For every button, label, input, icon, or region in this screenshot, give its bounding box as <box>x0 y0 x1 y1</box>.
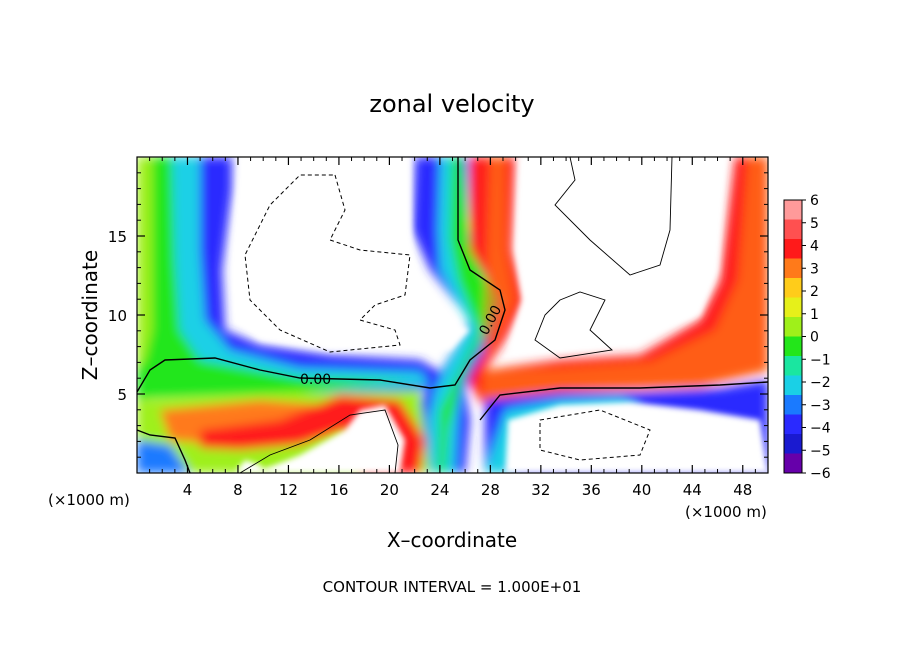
x-tick-label: 36 <box>582 481 601 499</box>
colorbar-tick-label: −1 <box>810 352 831 368</box>
x-tick-label: 32 <box>531 481 550 499</box>
colorbar-swatch <box>784 395 802 415</box>
colorbar-tick-label: 1 <box>810 307 819 323</box>
colorbar-swatch <box>784 317 802 337</box>
x-tick-label: 20 <box>380 481 399 499</box>
velocity-field <box>137 157 768 473</box>
contour-interval-footer: CONTOUR INTERVAL = 1.000E+01 <box>323 578 582 596</box>
y-axis-label: Z–coordinate <box>78 250 102 380</box>
colorbar-swatch <box>784 453 802 474</box>
colorbar: 6 5 4 3 2 1 0 −1 −2 −3 −4 −5 −6 <box>783 193 831 482</box>
x-tick-label: 48 <box>733 481 752 499</box>
x-unit-left: (×1000 m) <box>48 491 130 509</box>
x-tick-label: 16 <box>329 481 348 499</box>
x-tick-label: 4 <box>183 481 193 499</box>
colorbar-swatch <box>784 278 802 298</box>
colorbar-swatch <box>784 336 802 357</box>
colorbar-swatch <box>784 414 802 435</box>
colorbar-swatch <box>784 375 802 396</box>
colorbar-tick-label: 2 <box>810 284 819 300</box>
x-tick-label: 44 <box>683 481 702 499</box>
colorbar-tick-label: −4 <box>810 421 831 437</box>
colorbar-swatch <box>784 219 802 240</box>
colorbar-tick-label: −6 <box>810 466 831 482</box>
colorbar-swatch <box>784 200 802 220</box>
x-tick-label: 24 <box>430 481 449 499</box>
colorbar-swatch <box>784 239 802 259</box>
x-tick-label: 12 <box>279 481 298 499</box>
colorbar-tick-label: 5 <box>810 216 819 232</box>
y-tick-label: 15 <box>108 228 127 246</box>
x-unit-right: (×1000 m) <box>685 503 767 521</box>
colorbar-tick-label: 3 <box>810 261 819 277</box>
colorbar-swatch <box>784 258 802 279</box>
colorbar-swatch <box>784 434 802 454</box>
y-axis: 5 10 15 <box>108 172 768 458</box>
colorbar-tick-label: 0 <box>810 330 819 346</box>
x-axis: 4 8 12 16 20 24 28 32 36 40 44 48 <box>149 157 756 499</box>
contour-label-1: 0.00 <box>300 372 331 388</box>
x-axis-label: X–coordinate <box>387 528 517 552</box>
x-tick-label: 40 <box>632 481 651 499</box>
colorbar-tick-label: 4 <box>810 239 819 255</box>
x-tick-label: 28 <box>481 481 500 499</box>
colorbar-swatch <box>784 297 802 318</box>
colorbar-tick-label: −5 <box>810 443 831 459</box>
y-tick-label: 10 <box>108 307 127 325</box>
y-tick-label: 5 <box>117 386 127 404</box>
colorbar-tick-label: −3 <box>810 398 831 414</box>
colorbar-swatch <box>784 356 802 376</box>
x-tick-label: 8 <box>233 481 243 499</box>
colorbar-tick-label: −2 <box>810 375 831 391</box>
chart-title: zonal velocity <box>369 90 534 118</box>
colorbar-tick-label: 6 <box>810 193 819 209</box>
